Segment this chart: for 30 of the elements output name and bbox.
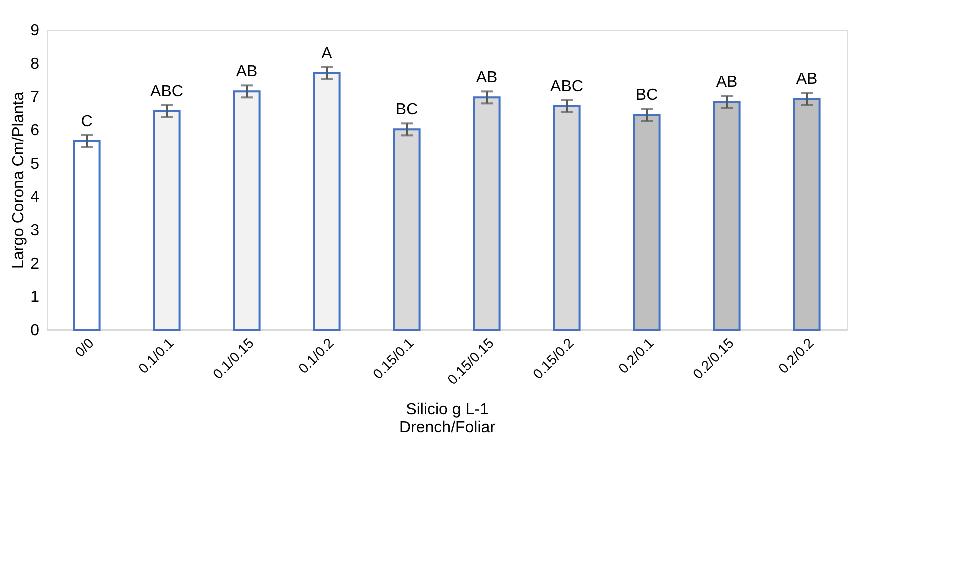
data-label: ABC [550, 78, 584, 96]
y-tick-label: 2 [30, 256, 40, 273]
y-axis-title: Largo Corona Cm/Planta [10, 92, 28, 269]
y-tick-label: 4 [30, 189, 40, 206]
data-label: C [81, 113, 93, 130]
y-tick-label: 3 [30, 222, 40, 240]
y-tick-label: 9 [30, 22, 40, 40]
y-tick-label: 8 [30, 56, 40, 73]
bar [713, 101, 741, 331]
data-label: AB [796, 71, 818, 88]
y-tick-label: 1 [30, 289, 40, 306]
y-tick-label: 6 [30, 122, 40, 140]
bar [153, 110, 181, 331]
x-tick-label: 0/0 [72, 334, 98, 360]
data-label: AB [236, 64, 258, 81]
y-tick-label: 0 [30, 322, 40, 340]
bar [793, 98, 821, 331]
data-label: BC [396, 102, 418, 119]
data-label: AB [716, 74, 738, 91]
y-tick-label: 5 [30, 156, 40, 173]
x-axis-title: Silicio g L-1 Drench/Foliar [399, 402, 496, 437]
data-label: ABC [150, 83, 184, 100]
bar [233, 90, 261, 331]
data-label: BC [636, 87, 658, 104]
data-label: A [322, 45, 333, 62]
bar [633, 114, 661, 331]
bar [313, 72, 341, 331]
bar [73, 140, 101, 331]
data-label: AB [476, 70, 498, 87]
y-tick-label: 7 [30, 89, 40, 106]
